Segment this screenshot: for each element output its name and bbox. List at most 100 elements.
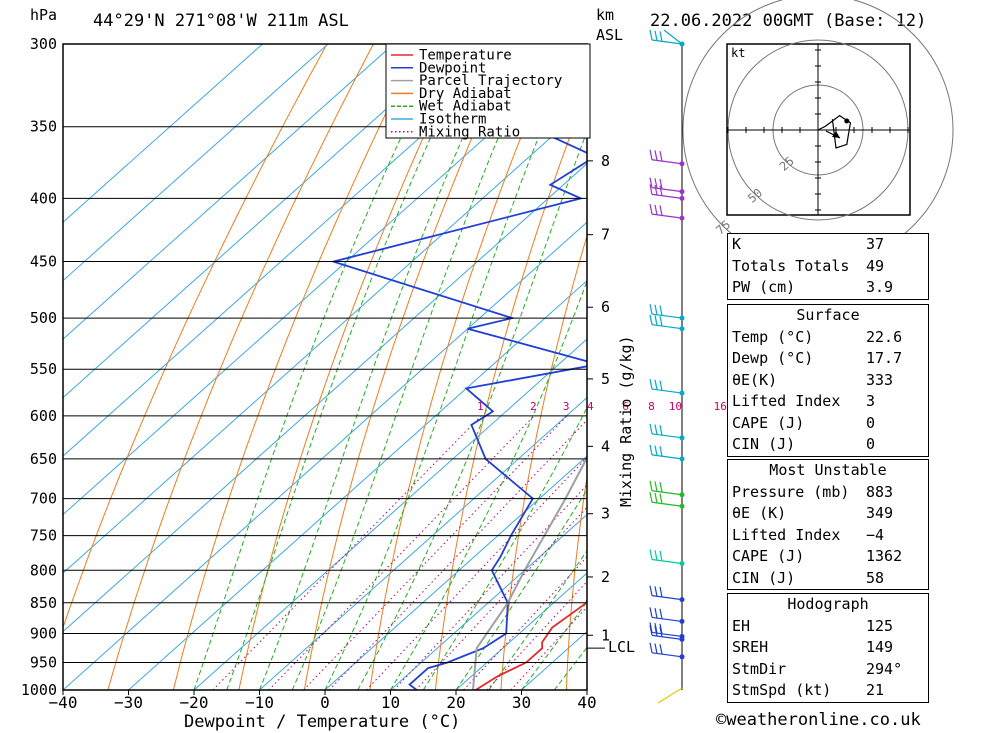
mixing-ratio-line <box>510 606 587 690</box>
wet-adiabat-line <box>521 600 587 690</box>
index-label: Temp (°C) <box>732 327 814 346</box>
pressure-unit-label: hPa <box>30 6 57 24</box>
wind-barb-flag <box>659 205 663 216</box>
isotherm-line <box>63 46 587 516</box>
indices-table-top: K 37 Totals Totals 49 PW (cm) 3.9 <box>727 233 929 300</box>
index-label: θE (K) <box>732 504 787 522</box>
wind-barb-dot <box>679 492 685 498</box>
index-row: K 37 <box>728 234 928 256</box>
index-row: θE (K) 349 <box>728 503 928 525</box>
isotherm-line <box>128 279 587 690</box>
mixing-ratio-axis-title: Mixing Ratio (g/kg) <box>617 335 635 507</box>
wind-barb-flag <box>659 31 663 42</box>
mixing-ratio-line <box>212 415 482 690</box>
mixing-ratio-label: 16 <box>714 400 727 413</box>
wind-barb-flag <box>654 30 658 41</box>
wind-barb <box>649 423 685 441</box>
dry-adiabat-line <box>937 44 977 690</box>
dry-adiabat-line <box>565 473 587 690</box>
index-label: K <box>732 235 742 253</box>
location-label: 44°29'N 271°08'W 211m ASL <box>93 11 349 31</box>
wind-barb-dot <box>679 435 685 441</box>
pressure-tick-label: 550 <box>30 360 57 378</box>
legend-item-label: Wet Adiabat <box>419 99 512 115</box>
index-label: CAPE (J) <box>732 547 805 565</box>
wind-barb-dot <box>679 636 685 642</box>
legend-item-label: Isotherm <box>419 112 486 128</box>
pressure-tick-label: 1000 <box>21 681 57 699</box>
pressure-tick-label: 850 <box>30 594 57 612</box>
wind-barb-dot <box>679 315 685 321</box>
x-tick-label: 40 <box>577 693 596 712</box>
wind-barb-flag <box>649 480 653 491</box>
isotherm-line <box>63 221 587 690</box>
index-label: SREH <box>732 638 769 656</box>
wind-barb-flag <box>654 150 658 161</box>
wind-barb-dot <box>679 161 685 167</box>
dry-adiabat-line <box>369 44 560 690</box>
wind-barb-dot <box>679 456 685 462</box>
wind-barb-flag <box>659 550 663 562</box>
km-tick-label: 6 <box>601 298 610 316</box>
index-value: 0 <box>866 413 876 432</box>
hodograph-trace <box>817 114 852 149</box>
wind-barb-flag <box>659 315 663 327</box>
wind-barb-flag <box>654 625 658 637</box>
mixing-ratio-line <box>328 419 587 690</box>
footer-copyright[interactable]: ©weatheronline.co.uk <box>716 710 921 730</box>
wind-barb-flag <box>659 482 663 493</box>
wind-barb-flag <box>659 305 663 316</box>
index-label: Dewp (°C) <box>732 349 814 367</box>
wind-barb-flag <box>654 204 658 215</box>
x-tick-label: 10 <box>381 693 400 712</box>
index-value: −4 <box>866 525 885 544</box>
legend-item-label: Dewpoint <box>419 60 486 76</box>
dry-adiabat-line <box>107 44 374 690</box>
index-value: 333 <box>866 370 894 389</box>
legend-item-label: Mixing Ratio <box>419 124 520 140</box>
mixing-ratio-label: 3 <box>563 400 570 413</box>
isotherm-line <box>63 44 525 457</box>
datetime-label: 22.06.2022 00GMT (Base: 12) <box>650 11 926 31</box>
wet-adiabat-line <box>193 44 446 690</box>
mixing-ratio-line <box>303 415 568 690</box>
wind-barb-flag <box>659 178 663 190</box>
isotherm-line <box>63 44 263 223</box>
wind-barb-flag <box>649 203 653 215</box>
wind-barb-flag <box>649 585 653 596</box>
wind-barb-flag <box>649 378 653 390</box>
index-row: Dewp (°C) 17.7 <box>728 348 928 370</box>
index-row: StmSpd (kt) 21 <box>728 680 928 702</box>
wind-barb-flag <box>659 586 663 598</box>
wind-barb-flag <box>649 642 653 653</box>
pressure-tick-label: 700 <box>30 490 57 508</box>
wind-barb <box>649 314 685 332</box>
wind-barb-flag <box>649 444 653 455</box>
pressure-tick-label: 600 <box>30 407 57 425</box>
wind-barb-flag <box>649 607 653 618</box>
wind-barb <box>649 444 685 462</box>
pressure-tick-label: 650 <box>30 450 57 468</box>
wind-barb <box>649 480 685 498</box>
index-value: 125 <box>866 616 894 635</box>
index-label: EH <box>732 616 751 635</box>
km-tick-label: 7 <box>601 226 610 244</box>
pressure-tick-label: 950 <box>30 653 57 671</box>
wind-barb-surface <box>657 687 683 704</box>
wind-barb-flag <box>654 445 658 456</box>
wind-barb-flag <box>654 315 658 326</box>
index-value: 3.9 <box>866 278 894 296</box>
pressure-tick-label: 900 <box>30 624 57 642</box>
index-label: Pressure (mb) <box>732 482 850 501</box>
index-row: StmDir 294° <box>728 659 928 681</box>
km-tick-label: 4 <box>601 437 610 455</box>
wind-barb-flag <box>654 304 658 315</box>
wind-barb <box>649 378 685 396</box>
wind-barb-flag <box>659 608 663 619</box>
isotherm-line <box>324 455 587 690</box>
wind-barb <box>649 625 685 642</box>
index-row: Temp (°C) 22.6 <box>728 327 928 349</box>
index-row: CIN (J) 58 <box>728 568 928 590</box>
index-row: θE(K) 333 <box>728 370 928 392</box>
